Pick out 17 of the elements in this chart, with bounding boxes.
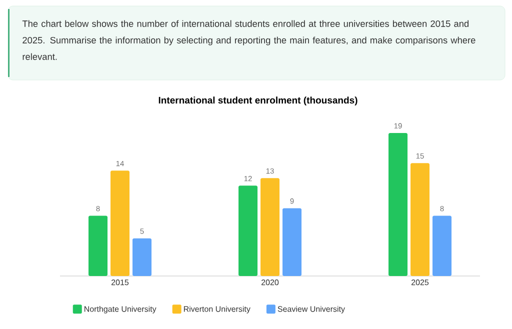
x-tick-label: 2015 [112,280,129,286]
bar [388,133,408,276]
bar [282,208,302,276]
x-tick-label: 2020 [262,280,279,286]
legend-label: Riverton University [184,306,250,314]
legend-label: Seaview University [278,306,345,314]
bar [260,178,280,276]
chart-title: International student enrolment (thousands) [158,96,358,106]
bar [110,170,130,276]
x-tick-label: 2025 [412,280,429,286]
legend-label: Northgate University [84,306,156,314]
text: The chart below shows the number of international students enrolled at three universities between 2015 and 2025. Summarise the information by selecting and reporting the main features, and make comparisons where relevant. [22,20,476,60]
bar [132,238,152,276]
bar [238,186,258,276]
bar [432,216,452,276]
bar [88,216,108,276]
bar [410,163,430,276]
